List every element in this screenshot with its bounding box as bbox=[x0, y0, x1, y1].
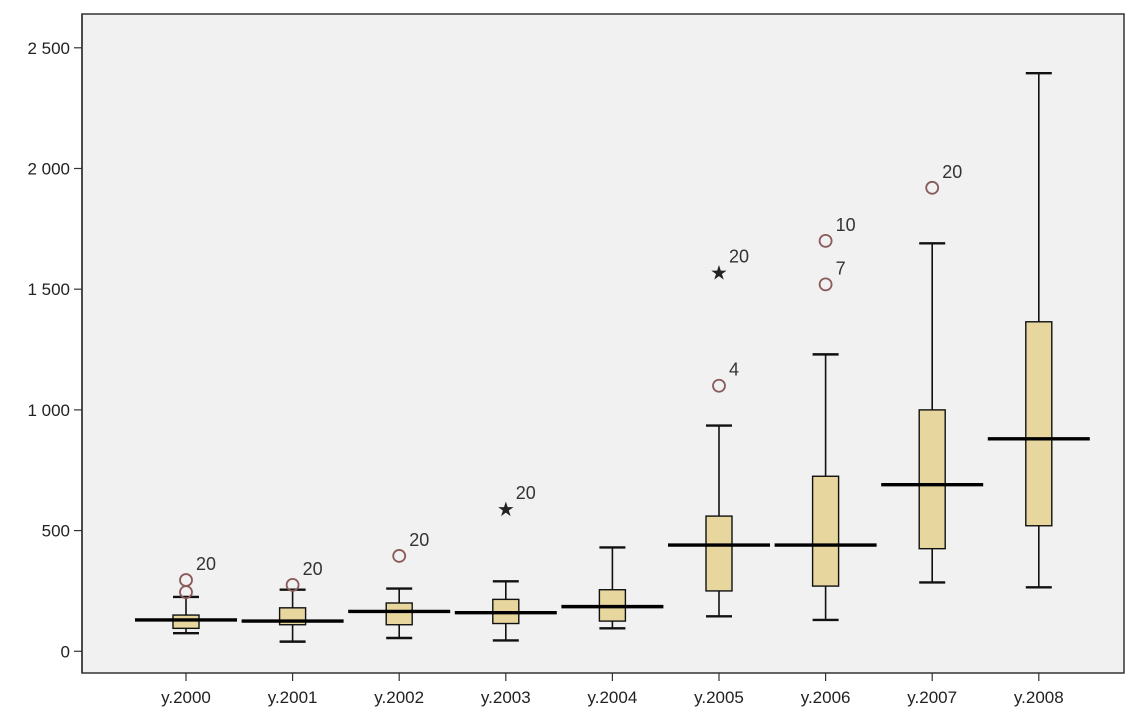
x-tick-label: y.2002 bbox=[374, 688, 424, 707]
outlier-label: 7 bbox=[836, 258, 846, 278]
x-tick-label: y.2007 bbox=[907, 688, 957, 707]
x-tick-label: y.2006 bbox=[801, 688, 851, 707]
outlier-label: 20 bbox=[516, 483, 536, 503]
box-group bbox=[987, 71, 1090, 589]
outlier-label: 20 bbox=[729, 246, 749, 266]
outlier-label: 4 bbox=[729, 360, 739, 380]
outlier-circle bbox=[392, 549, 407, 563]
outlier-label: 20 bbox=[196, 554, 216, 574]
y-tick-label: 2 500 bbox=[27, 39, 70, 58]
x-axis: y.2000 y.2001 y.2002 y.2003 y.2004 y.2005 y.20… bbox=[161, 673, 1064, 707]
x-tick-label: y.2003 bbox=[481, 688, 531, 707]
box-group: 20 bbox=[881, 162, 984, 584]
y-tick-label: 500 bbox=[42, 522, 70, 541]
outlier-circle bbox=[285, 577, 300, 592]
x-tick-label: y.2004 bbox=[588, 688, 638, 707]
box-group: 20 bbox=[135, 554, 237, 635]
y-tick-label: 0 bbox=[61, 642, 70, 661]
outlier-label: 20 bbox=[303, 559, 323, 579]
y-tick-label: 2 000 bbox=[27, 159, 70, 178]
outlier-circle bbox=[818, 234, 833, 248]
box bbox=[385, 602, 413, 626]
box-group: 7 10 bbox=[774, 215, 877, 622]
outlier-label: 20 bbox=[942, 162, 962, 182]
box bbox=[705, 515, 733, 592]
y-tick-label: 1 000 bbox=[27, 401, 70, 420]
box bbox=[918, 409, 946, 550]
outlier-label: 20 bbox=[409, 530, 429, 550]
outlier-circle bbox=[818, 277, 833, 292]
box-group: 20 bbox=[348, 530, 451, 640]
plot-background bbox=[81, 13, 1125, 674]
outlier-label: 10 bbox=[836, 215, 856, 235]
x-tick-label: y.2000 bbox=[161, 688, 211, 707]
x-tick-label: y.2005 bbox=[694, 688, 744, 707]
x-tick-label: y.2001 bbox=[268, 688, 318, 707]
outlier-star: ★ bbox=[497, 497, 515, 521]
outlier-circle bbox=[712, 378, 726, 393]
box-group: ★20 bbox=[454, 483, 557, 642]
outlier-circle bbox=[925, 180, 940, 195]
box-group: 4 ★20 bbox=[668, 246, 770, 618]
box-group: 20 bbox=[241, 559, 344, 643]
box bbox=[1025, 321, 1053, 527]
x-tick-label: y.2008 bbox=[1014, 688, 1064, 707]
outlier-circle bbox=[179, 585, 193, 600]
y-axis: 0 500 1 000 1 500 2 000 2 500 bbox=[27, 14, 83, 673]
box bbox=[172, 614, 200, 630]
y-tick-label: 1 500 bbox=[27, 280, 70, 299]
outlier-star: ★ bbox=[710, 260, 728, 284]
box bbox=[811, 475, 840, 587]
box-group bbox=[561, 546, 664, 630]
